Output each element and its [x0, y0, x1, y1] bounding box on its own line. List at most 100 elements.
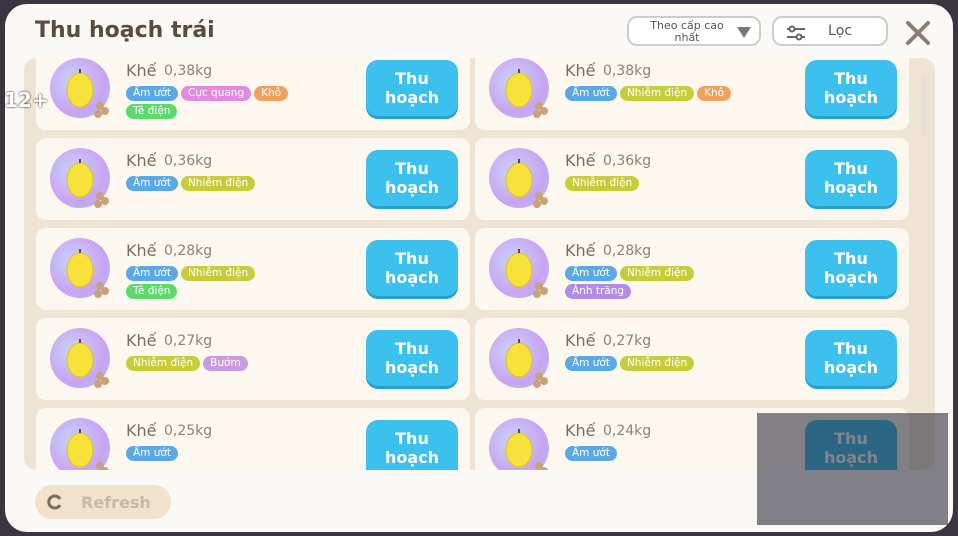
- item-name: Khế: [126, 421, 157, 440]
- item-name: Khế: [126, 61, 157, 80]
- mutation-tag: Ẩm ướt: [126, 86, 178, 101]
- item-weight: 0,28kg: [164, 243, 213, 259]
- dropdown-arrow: [737, 27, 751, 38]
- fruit-avatar: [50, 418, 110, 470]
- tag-list: Ẩm ướt Cực quang Khô Tê điện: [126, 86, 301, 119]
- fruit-icon: [66, 339, 109, 388]
- item-weight: 0,24kg: [603, 423, 652, 439]
- item-card: Khế 0,28kg Ẩm ướt Nhiễm điện Ánh trăng Thu ho…: [475, 228, 909, 310]
- refresh-label: Refresh: [81, 493, 151, 512]
- sort-label: Theo cấp cao nhất: [650, 19, 724, 44]
- mutation-tag: Ánh trăng: [565, 284, 632, 299]
- watermark: [757, 413, 948, 525]
- tag-list: Ẩm ướt: [565, 446, 740, 461]
- fruit-avatar: [50, 148, 110, 208]
- harvest-button[interactable]: Thu hoạch: [366, 240, 458, 296]
- mutation-tag: Nhiễm điện: [180, 266, 256, 281]
- fruit-icon: [505, 69, 548, 118]
- fruit-avatar: [50, 238, 110, 298]
- fruit-icon: [505, 339, 548, 388]
- mutation-tag: Nhiễm điện: [619, 356, 695, 371]
- fruit-avatar: [489, 328, 549, 388]
- mutation-tag: Bướm: [203, 356, 248, 371]
- tag-list: Ẩm ướt Nhiễm điện: [565, 356, 740, 371]
- mutation-tag: Nhiễm điện: [126, 356, 201, 371]
- harvest-button[interactable]: Thu hoạch: [366, 330, 458, 386]
- tag-list: Ẩm ướt Nhiễm điện Ánh trăng: [565, 266, 740, 299]
- harvest-button[interactable]: Thu hoạch: [366, 60, 458, 116]
- fruit-avatar: [489, 418, 549, 470]
- tag-list: Nhiễm điện: [565, 176, 740, 191]
- filter-icon: [787, 25, 805, 41]
- mutation-tag: Khô: [254, 86, 289, 101]
- fruit-avatar: [489, 58, 549, 118]
- tag-list: Ẩm ướt Nhiễm điện Khô: [565, 86, 740, 101]
- tag-list: Ẩm ướt Nhiễm điện Tê điện: [126, 266, 301, 299]
- harvest-panel: Thu hoạch trái Theo cấp cao nhất Lọc Khế…: [5, 4, 953, 532]
- sort-dropdown[interactable]: Theo cấp cao nhất: [627, 16, 761, 46]
- harvest-button[interactable]: Thu hoạch: [366, 150, 458, 206]
- fruit-avatar: [50, 58, 110, 118]
- panel-title: Thu hoạch trái: [35, 18, 215, 43]
- item-weight: 0,38kg: [164, 63, 213, 79]
- mutation-tag: Ẩm ướt: [565, 446, 617, 461]
- mutation-tag: Ẩm ướt: [565, 86, 617, 101]
- refresh-icon: [47, 494, 62, 510]
- fruit-icon: [505, 249, 548, 298]
- item-card: Khế 0,28kg Ẩm ướt Nhiễm điện Tê điện Thu hoạc…: [36, 228, 470, 310]
- fruit-icon: [66, 429, 109, 470]
- harvest-button[interactable]: Thu hoạch: [805, 330, 897, 386]
- mutation-tag: Ẩm ướt: [565, 356, 617, 371]
- item-name: Khế: [565, 61, 596, 80]
- item-weight: 0,28kg: [603, 243, 652, 259]
- fruit-avatar: [489, 148, 549, 208]
- harvest-button[interactable]: Thu hoạch: [366, 420, 458, 470]
- fruit-icon: [505, 429, 548, 470]
- filter-label: Lọc: [828, 23, 853, 39]
- tag-list: Ẩm ướt Nhiễm điện: [126, 176, 301, 191]
- item-weight: 0,27kg: [164, 333, 213, 349]
- item-card: Khế 0,27kg Ẩm ướt Nhiễm điện Thu hoạch: [475, 318, 909, 400]
- mutation-tag: Nhiễm điện: [180, 176, 256, 191]
- item-name: Khế: [565, 151, 596, 170]
- item-card: Khế 0,38kg Ẩm ướt Nhiễm điện Khô Thu hoạch: [475, 58, 909, 130]
- filter-button[interactable]: Lọc: [772, 16, 888, 46]
- mutation-tag: Tê điện: [126, 104, 178, 119]
- fruit-icon: [66, 249, 109, 298]
- mutation-tag: Khô: [697, 86, 732, 101]
- mutation-tag: Cực quang: [180, 86, 252, 101]
- mutation-tag: Ẩm ướt: [126, 266, 178, 281]
- item-name: Khế: [126, 241, 157, 260]
- mutation-tag: Ẩm ướt: [126, 176, 178, 191]
- harvest-button[interactable]: Thu hoạch: [805, 60, 897, 116]
- item-card: Khế 0,27kg Nhiễm điện Bướm Thu hoạch: [36, 318, 470, 400]
- tag-list: Nhiễm điện Bướm: [126, 356, 301, 371]
- item-weight: 0,38kg: [603, 63, 652, 79]
- item-card: Khế 0,36kg Ẩm ướt Nhiễm điện Thu hoạch: [36, 138, 470, 220]
- mutation-tag: Nhiễm điện: [619, 266, 695, 281]
- item-name: Khế: [565, 241, 596, 260]
- mutation-tag: Tê điện: [126, 284, 178, 299]
- age-badge: 12+: [4, 88, 49, 112]
- mutation-tag: Nhiễm điện: [619, 86, 695, 101]
- item-card: Khế 0,25kg Ẩm ướt Thu hoạch: [36, 408, 470, 470]
- harvest-button[interactable]: Thu hoạch: [805, 150, 897, 206]
- item-name: Khế: [565, 421, 596, 440]
- item-weight: 0,36kg: [164, 153, 213, 169]
- close-button[interactable]: [905, 20, 931, 46]
- item-weight: 0,27kg: [603, 333, 652, 349]
- fruit-icon: [505, 159, 548, 208]
- tag-list: Ẩm ướt: [126, 446, 301, 461]
- item-name: Khế: [126, 151, 157, 170]
- fruit-icon: [66, 159, 109, 208]
- item-card: Khế 0,36kg Nhiễm điện Thu hoạch: [475, 138, 909, 220]
- item-name: Khế: [126, 331, 157, 350]
- harvest-button[interactable]: Thu hoạch: [805, 240, 897, 296]
- item-weight: 0,36kg: [603, 153, 652, 169]
- item-name: Khế: [565, 331, 596, 350]
- fruit-icon: [66, 69, 109, 118]
- refresh-button[interactable]: Refresh: [35, 485, 171, 519]
- item-card: Khế 0,38kg Ẩm ướt Cực quang Khô Tê điện Thu ho…: [36, 58, 470, 130]
